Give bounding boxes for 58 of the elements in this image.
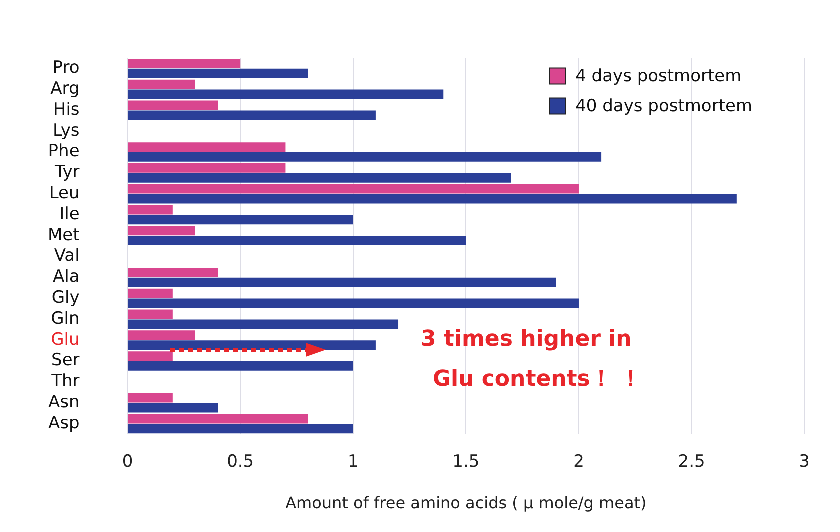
y-tick-label: Gly (52, 288, 80, 308)
bar (128, 68, 308, 78)
bar (128, 226, 196, 236)
x-tick-label: 2 (574, 452, 584, 472)
bar (128, 330, 196, 340)
bar (128, 298, 579, 308)
bar (128, 90, 444, 100)
x-tick-label: 3 (799, 452, 810, 472)
y-tick-label: Ser (52, 350, 80, 371)
x-tick-label: 1.5 (452, 452, 480, 472)
y-tick-label: Met (48, 225, 80, 246)
bar (128, 58, 241, 68)
bar (128, 184, 579, 194)
x-tick-label: 2.5 (678, 452, 706, 472)
y-tick-label: Arg (50, 78, 80, 99)
y-tick-label: Glu (51, 330, 80, 350)
bar (128, 215, 354, 225)
x-tick-label: 0.5 (227, 452, 254, 472)
bar (128, 100, 218, 110)
bar (128, 163, 286, 173)
y-tick-label: Tyr (54, 162, 80, 183)
y-tick-label: Thr (50, 372, 80, 392)
bar (128, 142, 286, 152)
y-tick-label: Leu (49, 183, 80, 204)
y-tick-label: Gln (51, 308, 80, 329)
y-tick-label: Asp (48, 413, 80, 434)
y-tick-label: Val (54, 246, 80, 266)
bar (128, 173, 512, 183)
bar (128, 320, 399, 330)
x-tick-label: 1 (348, 452, 359, 472)
legend-label: 40 days postmortem (576, 96, 753, 117)
bar (128, 288, 173, 298)
bar (128, 310, 173, 320)
bar (128, 268, 218, 278)
y-tick-label: Ala (53, 267, 80, 288)
bar (128, 80, 196, 90)
legend-label: 4 days postmortem (576, 66, 742, 87)
bar (128, 205, 173, 215)
y-tick-label: Pro (52, 58, 80, 78)
annotation: 3 times higher in Glu contents！ ！ (420, 327, 642, 392)
x-axis-title: Amount of free amino acids ( μ mole/g meat) (286, 494, 647, 513)
y-tick-label: Asn (48, 392, 80, 412)
y-tick-label: His (53, 100, 80, 120)
bar (128, 236, 466, 246)
y-tick-label: Phe (48, 142, 80, 162)
bar (128, 362, 354, 371)
bar (128, 194, 737, 204)
x-tick-label: 0 (122, 452, 134, 472)
bar (128, 152, 602, 162)
bar (128, 424, 354, 434)
y-tick-label: Ile (60, 204, 80, 224)
bar (128, 403, 218, 413)
bar (128, 110, 376, 120)
bar (128, 414, 308, 424)
bar (128, 278, 556, 288)
bar (128, 393, 173, 403)
bar (128, 352, 173, 361)
y-tick-label: Lys (52, 120, 80, 141)
